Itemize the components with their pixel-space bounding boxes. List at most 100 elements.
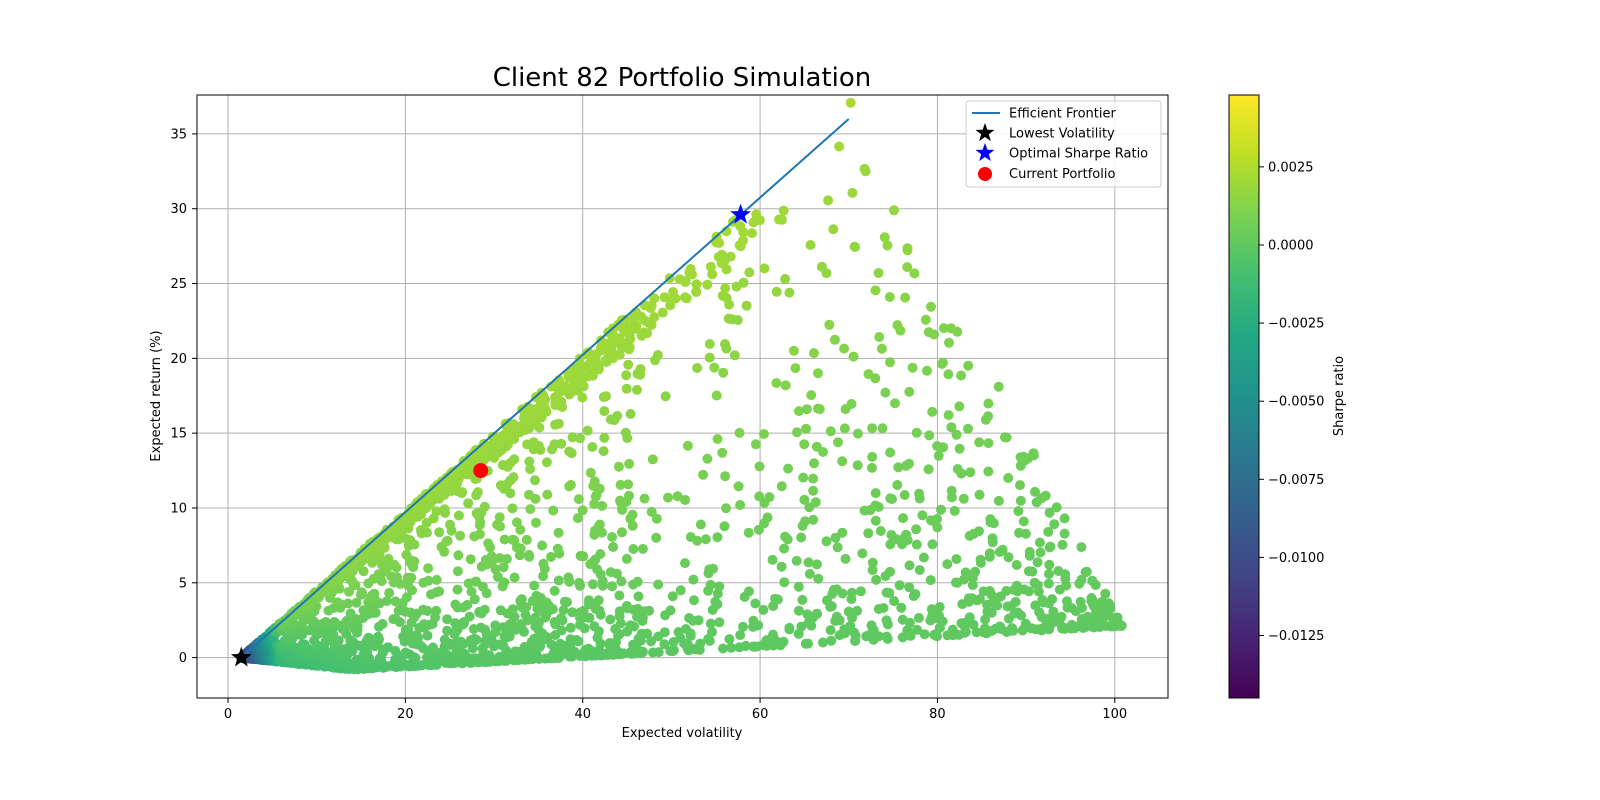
portfolio-point [646,636,657,647]
portfolio-point [583,347,594,358]
portfolio-point [839,343,850,354]
portfolio-point [870,515,881,526]
portfolio-point [974,437,985,448]
x-tick-label: 0 [224,707,232,722]
portfolio-point [329,617,340,627]
x-axis-label: Expected volatility [622,726,743,741]
portfolio-point [779,577,790,588]
portfolio-point [846,399,857,409]
legend: Efficient Frontier Lowest Volatility Opt… [965,100,1162,188]
portfolio-point [332,597,343,608]
portfolio-point [615,479,626,490]
portfolio-point [859,163,870,174]
portfolio-point [943,369,954,380]
portfolio-point [599,432,610,443]
portfolio-point [345,608,356,619]
portfolio-point [720,471,731,482]
chart-title: Client 82 Portfolio Simulation [493,63,872,93]
portfolio-point [452,584,463,595]
portfolio-point [393,514,404,525]
portfolio-point [925,575,936,586]
portfolio-point [968,619,979,630]
portfolio-point [577,505,588,516]
portfolio-point [734,427,745,438]
portfolio-point [993,495,1004,506]
portfolio-point [780,380,791,391]
portfolio-point [967,580,978,591]
y-tick-label: 25 [170,277,187,292]
portfolio-point [784,622,795,633]
portfolio-point [599,406,610,417]
portfolio-point [553,575,564,586]
portfolio-point [897,632,908,643]
portfolio-point [390,596,401,607]
portfolio-point [704,352,715,363]
colorbar: −0.0125 −0.0100 −0.0075 −0.0050 −0.0025 0.000… [1228,94,1347,699]
portfolio-point [735,630,746,641]
portfolio-point [442,535,453,546]
portfolio-point [847,587,857,598]
colorbar-ticks: −0.0125 −0.0100 −0.0075 −0.0050 −0.0025 0.000… [1259,160,1324,644]
portfolio-point [892,320,903,331]
portfolio-point [550,419,561,430]
portfolio-point [474,529,485,540]
portfolio-point [1066,619,1077,630]
portfolio-point [682,440,693,451]
portfolio-point [675,585,686,596]
portfolio-point [613,461,624,472]
portfolio-point [750,598,761,609]
portfolio-point [849,241,860,252]
portfolio-point [881,615,892,626]
portfolio-point [632,576,643,587]
portfolio-point [511,517,522,528]
portfolio-point [1014,527,1025,538]
portfolio-point [702,453,713,464]
portfolio-point [659,292,670,303]
colorbar-gradient [1228,94,1260,699]
portfolio-point [798,472,809,483]
portfolio-point [531,590,542,601]
portfolio-point [963,360,974,371]
portfolio-point [920,314,931,325]
portfolio-point [598,446,609,457]
portfolio-point [843,606,854,617]
portfolio-point [552,543,563,554]
portfolio-point [907,362,918,373]
portfolio-point [748,217,759,228]
portfolio-point [383,553,394,564]
portfolio-point [410,630,421,641]
portfolio-point [509,572,520,583]
portfolio-point [466,586,477,597]
portfolio-point [563,572,574,583]
portfolio-point [964,612,975,623]
colorbar-tick-label: −0.0050 [1268,395,1324,410]
portfolio-point [320,617,331,627]
portfolio-point [632,384,642,395]
portfolio-point [616,576,627,587]
portfolio-point [627,509,638,520]
portfolio-point [942,559,953,570]
portfolio-point [614,590,625,601]
portfolio-point [801,423,812,434]
portfolio-point [878,603,889,613]
portfolio-point [855,586,866,597]
portfolio-point [946,323,956,334]
portfolio-point [1001,585,1012,596]
portfolio-point [596,335,607,346]
portfolio-point [761,635,772,646]
portfolio-point [707,269,718,280]
portfolio-point [680,558,690,569]
portfolio-point [751,209,762,220]
portfolio-point [845,621,856,631]
portfolio-point [691,279,702,290]
portfolio-point [799,439,810,450]
portfolio-point [495,605,506,616]
portfolio-point [881,587,892,598]
portfolio-point [450,618,461,629]
portfolio-point [639,493,650,504]
portfolio-point [680,292,691,303]
portfolio-point [423,563,434,574]
portfolio-point [1112,612,1123,623]
portfolio-point [494,651,505,662]
